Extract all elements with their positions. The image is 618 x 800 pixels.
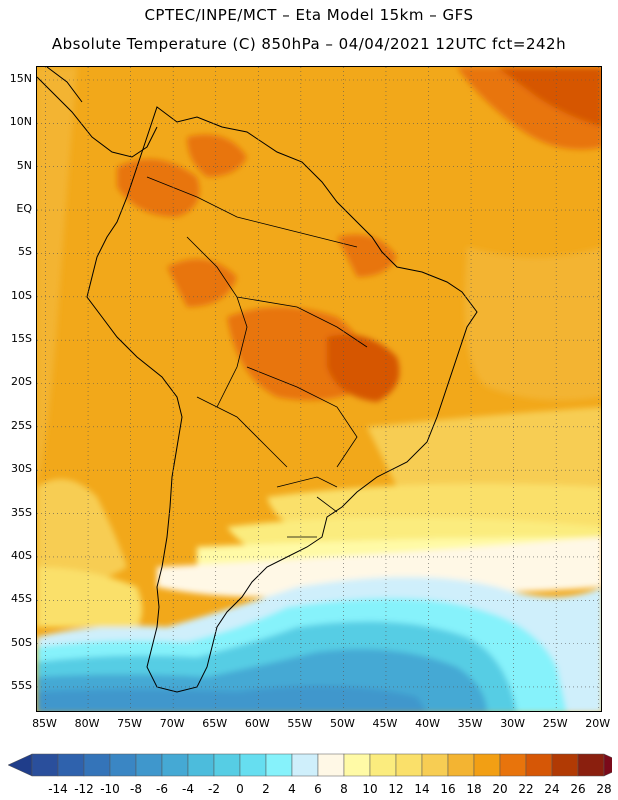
- legend-swatch: [473, 753, 501, 777]
- legend-label: 26: [570, 782, 586, 796]
- legend-swatch: [291, 753, 319, 777]
- lat-label: 20S: [11, 375, 32, 389]
- legend-swatch: [265, 753, 293, 777]
- lon-label: 40W: [415, 717, 440, 730]
- legend-label: -6: [156, 782, 168, 796]
- legend-swatch: [187, 753, 215, 777]
- lat-label: 10N: [9, 115, 32, 129]
- lat-label: 15N: [9, 72, 32, 85]
- central-america: [37, 67, 158, 158]
- legend-swatch: [499, 753, 527, 777]
- lat-label: 35S: [11, 505, 32, 519]
- color-legend: [8, 753, 612, 777]
- legend-over-arrow: [603, 753, 612, 777]
- lat-label: 55S: [11, 678, 32, 692]
- legend-swatch: [57, 753, 85, 777]
- lat-label: 25S: [11, 418, 32, 432]
- chart-title: CPTEC/INPE/MCT – Eta Model 15km – GFS: [144, 6, 474, 24]
- legend-label: -14: [48, 782, 68, 796]
- lon-label: 65W: [202, 717, 228, 730]
- legend-swatch: [447, 753, 475, 777]
- legend-label: 14: [414, 782, 430, 796]
- legend-label: 2: [262, 782, 270, 796]
- legend-label: 12: [388, 782, 404, 796]
- legend-swatch: [109, 753, 137, 777]
- legend-swatch: [239, 753, 267, 777]
- lon-label: 75W: [117, 717, 143, 730]
- legend-swatch: [551, 753, 579, 777]
- temperature-field: [37, 67, 601, 711]
- lat-label: 40S: [11, 548, 32, 562]
- map-panel: [36, 66, 602, 712]
- lon-label: 35W: [457, 717, 483, 730]
- legend-label: 0: [236, 782, 244, 796]
- legend-swatch: [83, 753, 111, 777]
- legend-label: 4: [288, 782, 296, 796]
- legend-swatch: [343, 753, 371, 777]
- lat-label: 50S: [11, 635, 32, 649]
- legend-label: -4: [182, 782, 194, 796]
- lon-label: 50W: [329, 717, 355, 730]
- lon-label: 70W: [159, 717, 185, 730]
- legend-label: 8: [340, 782, 348, 796]
- legend-swatch: [421, 753, 449, 777]
- legend-swatch: [525, 753, 553, 777]
- legend-under-arrow: [8, 753, 33, 777]
- legend-label: 10: [362, 782, 378, 796]
- chart-subtitle: Absolute Temperature (C) 850hPa – 04/04/…: [51, 35, 567, 53]
- lat-label: 5S: [18, 245, 32, 259]
- lon-label: 60W: [244, 717, 270, 730]
- coastline: [86, 106, 478, 693]
- lon-label: 55W: [287, 717, 313, 730]
- legend-swatch: [577, 753, 605, 777]
- legend-label: 22: [518, 782, 534, 796]
- lat-label: 45S: [11, 592, 32, 606]
- legend-label: -12: [74, 782, 94, 796]
- legend-swatch: [369, 753, 397, 777]
- lat-label: EQ: [16, 202, 32, 216]
- legend-swatch: [31, 753, 59, 777]
- legend-label: 6: [314, 782, 322, 796]
- legend-label: 18: [466, 782, 482, 796]
- legend-label: 28: [596, 782, 612, 796]
- legend-label: -2: [208, 782, 220, 796]
- lon-label: 85W: [32, 717, 57, 730]
- country-borders: [146, 176, 368, 538]
- legend-label: 24: [544, 782, 560, 796]
- legend-swatch: [213, 753, 241, 777]
- legend-swatch: [317, 753, 345, 777]
- legend-swatch: [395, 753, 423, 777]
- lon-label: 20W: [585, 717, 611, 730]
- lat-label: 10S: [11, 288, 32, 302]
- legend-label: -10: [100, 782, 120, 796]
- lat-label: 15S: [11, 332, 32, 346]
- lat-label: 30S: [11, 462, 32, 476]
- legend-label: 20: [492, 782, 508, 796]
- lon-label: 45W: [372, 717, 398, 730]
- legend-swatch: [135, 753, 163, 777]
- lon-label: 25W: [542, 717, 568, 730]
- lat-label: 5N: [16, 158, 32, 172]
- legend-label: 16: [440, 782, 456, 796]
- temperature-map: [37, 67, 601, 711]
- lon-label: 30W: [500, 717, 526, 730]
- legend-label: -8: [130, 782, 142, 796]
- legend-swatch: [161, 753, 189, 777]
- lon-label: 80W: [74, 717, 100, 730]
